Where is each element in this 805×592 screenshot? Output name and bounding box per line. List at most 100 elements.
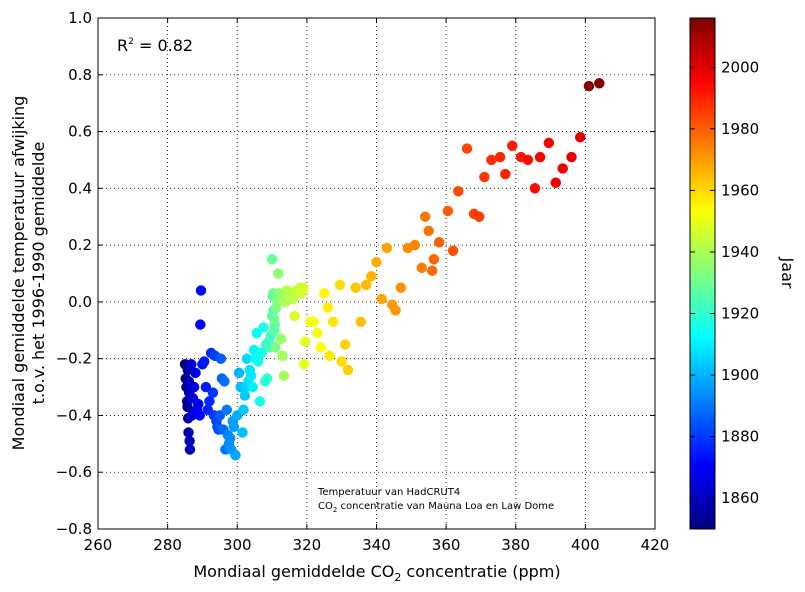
x-tick-label: 300 [223, 536, 252, 554]
data-point [534, 151, 546, 163]
data-point [228, 421, 240, 433]
data-point [442, 205, 454, 217]
data-point [566, 151, 577, 163]
data-point [269, 342, 281, 353]
data-point [339, 339, 351, 350]
colorbar-tick-label: 1940 [721, 243, 759, 261]
data-point [289, 310, 300, 322]
data-point [360, 279, 372, 291]
data-point [299, 336, 311, 347]
data-point [188, 381, 200, 393]
data-point [254, 396, 266, 407]
data-point [426, 265, 438, 276]
y-tick-label: −0.2 [56, 350, 92, 368]
data-point [278, 370, 290, 381]
data-point [342, 364, 354, 376]
data-point [266, 254, 278, 265]
data-point [195, 319, 206, 330]
data-point [193, 398, 204, 410]
data-point [322, 302, 334, 313]
y-tick-label: 0.6 [68, 123, 92, 141]
data-point [381, 242, 393, 254]
colorbar-tick-label: 2000 [721, 58, 759, 76]
data-point [247, 381, 258, 393]
x-tick-label: 420 [641, 536, 670, 554]
x-tick-label: 340 [362, 536, 391, 554]
y-tick-label: 0.4 [68, 179, 92, 197]
data-point [198, 356, 210, 367]
data-point [190, 367, 201, 379]
data-point [258, 322, 269, 333]
data-point [543, 137, 555, 149]
colorbar-ticks: 1860 1880 1900 1920 1940 1960 1980 2000 [690, 58, 759, 507]
data-point [557, 163, 568, 174]
data-point [195, 285, 207, 296]
r-squared-annotation: R2 = 0.82 [117, 36, 193, 55]
data-point [221, 404, 233, 416]
colorbar-tick-label: 1920 [721, 305, 759, 323]
data-point [500, 168, 511, 180]
data-point [453, 185, 464, 197]
data-point [215, 353, 227, 364]
colorbar [689, 17, 716, 530]
data-point [315, 342, 327, 353]
data-point [251, 327, 262, 339]
data-point [194, 410, 205, 421]
data-point [233, 367, 245, 379]
y-tick-label: 0.2 [68, 236, 92, 254]
data-point [390, 305, 401, 316]
x-tick-label: 400 [571, 536, 600, 554]
data-point [324, 350, 335, 362]
data-point [376, 293, 387, 305]
data-point [230, 449, 241, 461]
x-tick-label: 260 [84, 536, 113, 554]
data-point [219, 376, 230, 387]
x-tick-label: 380 [501, 536, 530, 554]
data-point [409, 239, 421, 251]
data-point [186, 359, 197, 370]
data-point [574, 131, 586, 143]
source-temperature: Temperatuur van HadCRUT4 [317, 487, 460, 498]
y-tick-label: 0.0 [68, 293, 92, 311]
data-point [298, 282, 309, 293]
data-point [298, 359, 310, 370]
data-point [256, 347, 267, 359]
data-point [334, 279, 346, 291]
data-point [371, 256, 382, 268]
colorbar-label: Jaar [778, 257, 797, 289]
data-point [237, 427, 248, 438]
data-point [350, 282, 361, 293]
data-point [184, 444, 196, 455]
colorbar-tick-label: 1980 [721, 120, 759, 138]
data-point [336, 356, 347, 367]
data-point [268, 313, 280, 325]
data-point [312, 327, 323, 339]
data-point [447, 245, 459, 257]
y-axis-label-line2: t.o.v. het 1996-1990 gemiddelde [29, 142, 48, 405]
x-tick-label: 280 [153, 536, 182, 554]
data-point [238, 404, 249, 416]
data-point [207, 387, 219, 398]
y-axis-label-line1: Mondiaal gemiddelde temperatuur afwijkin… [9, 96, 28, 451]
data-point [494, 151, 506, 163]
data-point [273, 268, 284, 279]
data-point [461, 143, 473, 154]
data-point [327, 316, 339, 328]
data-point [214, 410, 226, 421]
y-tick-labels: −0.8 −0.6 −0.4 −0.2 0.0 0.2 0.4 0.6 0.8 1.0 [56, 9, 92, 538]
data-point [182, 401, 193, 413]
data-point [319, 288, 330, 299]
data-point [416, 262, 428, 274]
data-point [433, 237, 445, 248]
data-point [419, 211, 431, 222]
data-point [366, 271, 377, 282]
data-point [225, 432, 236, 444]
colorbar-tick-label: 1860 [721, 489, 759, 507]
data-point [594, 78, 605, 89]
x-tick-label: 320 [293, 536, 322, 554]
data-point [308, 316, 320, 328]
x-tick-label: 360 [432, 536, 461, 554]
y-tick-label: −0.6 [56, 463, 92, 481]
data-point [277, 350, 288, 362]
